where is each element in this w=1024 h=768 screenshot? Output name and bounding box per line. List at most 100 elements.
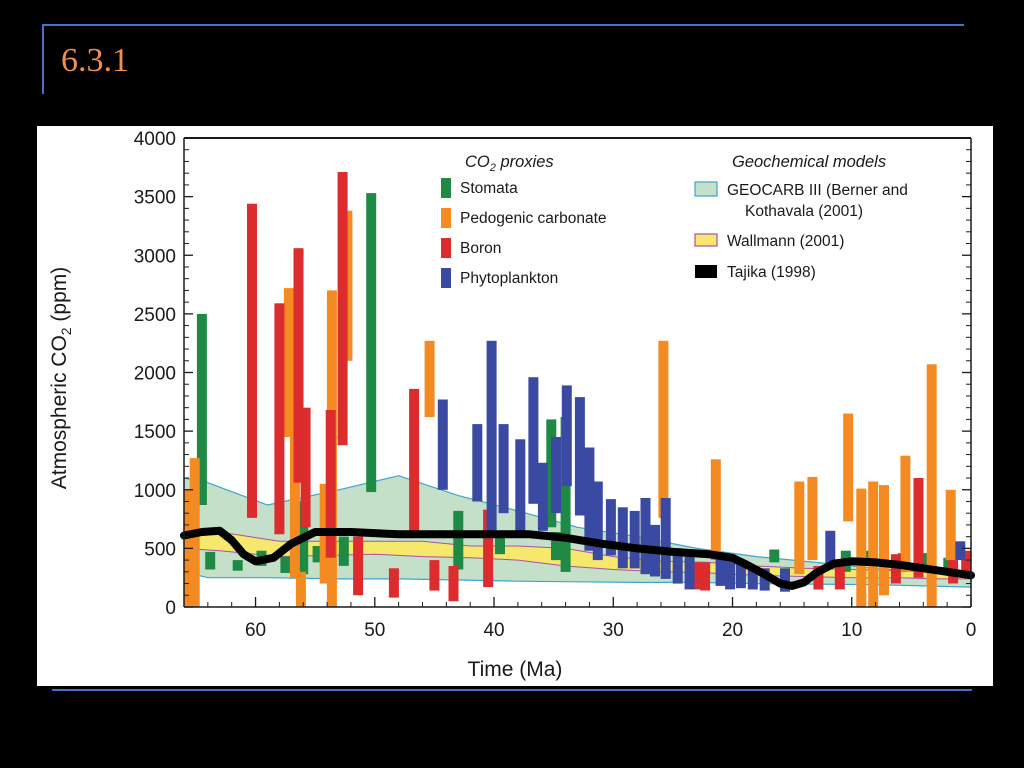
slide-bottom-rule (52, 689, 972, 691)
proxy-bar-boron (834, 560, 845, 590)
proxy-bar-pedogenic-carbonate (794, 481, 805, 575)
y-tick-label: 500 (144, 539, 176, 560)
proxy-bar-pedogenic-carbonate (926, 364, 937, 607)
legend-label-pedogenic-carbonate: Pedogenic carbonate (460, 210, 607, 227)
chart-panel: 0 500 1000 1500 2000 2500 3000 3500 4000 60 50 40 30… (37, 126, 993, 686)
proxy-bar-stomata (560, 417, 571, 572)
legend-proxies-heading: CO2 proxies (465, 153, 554, 174)
proxy-bar-pedogenic-carbonate (843, 413, 854, 522)
slide-top-rule (42, 24, 964, 26)
proxy-bar-pedogenic-carbonate (945, 489, 956, 561)
legend-label-phytoplankton: Phytoplankton (460, 270, 558, 287)
y-tick-label: 2000 (134, 364, 176, 385)
legend-swatch-geocarb (694, 181, 718, 197)
proxy-bar-stomata (920, 553, 931, 570)
proxy-bar-pedogenic-carbonate (856, 488, 867, 607)
proxy-bar-phytoplankton (561, 385, 572, 487)
proxy-bar-boron (325, 410, 336, 558)
proxy-bar-boron (691, 562, 702, 590)
proxy-bar-phytoplankton (498, 424, 509, 514)
legend-swatch-stomata (441, 178, 451, 198)
proxy-bar-stomata (196, 313, 207, 505)
proxy-bar-phytoplankton (551, 437, 561, 514)
proxy-bar-stomata (769, 549, 780, 563)
legend-swatch-phytoplankton (441, 268, 451, 288)
proxy-bar-phytoplankton (780, 568, 790, 592)
proxy-bar-stomata (280, 556, 291, 573)
proxy-bar-stomata (312, 546, 323, 563)
proxy-bar-boron (274, 303, 285, 535)
proxy-bar-phytoplankton (660, 498, 671, 579)
tajika-curve (180, 526, 975, 590)
proxy-bar-phytoplankton (955, 541, 966, 561)
proxy-bar-boron (448, 566, 459, 602)
y-tick-label: 3500 (134, 188, 176, 209)
x-tick-label: 50 (364, 620, 385, 641)
x-tick-label: 0 (966, 620, 977, 641)
x-tick-label: 30 (603, 620, 624, 641)
legend-swatch-pedogenic-carbonate (441, 208, 451, 228)
proxy-bar-boron (700, 562, 711, 591)
proxy-bar-stomata (551, 532, 561, 561)
proxy-bar-stomata (232, 560, 243, 571)
proxy-bar-boron (293, 248, 304, 483)
legend-swatch-wallmann (694, 233, 718, 247)
proxy-bar-phytoplankton (672, 548, 683, 584)
legend-label-tajika: Tajika (1998) (727, 264, 816, 281)
proxy-bar-boron (961, 550, 972, 578)
legend-models-heading: Geochemical models (732, 153, 886, 171)
proxy-bar-boron (409, 388, 420, 537)
y-tick-label: 4000 (134, 129, 176, 150)
proxy-bar-phytoplankton (629, 510, 640, 569)
y-tick-label: 3000 (134, 246, 176, 267)
proxy-bar-phytoplankton (437, 399, 448, 490)
slide-title: 6.3.1 (61, 42, 129, 79)
proxy-bar-pedogenic-carbonate (658, 340, 669, 518)
x-tick-label: 60 (245, 620, 266, 641)
x-tick-label: 40 (483, 620, 504, 641)
proxy-bar-boron (813, 566, 824, 590)
proxy-bar-phytoplankton (715, 554, 726, 586)
proxy-bar-boron (483, 509, 494, 588)
y-tick-label: 2500 (134, 305, 176, 326)
x-tick-label: 10 (841, 620, 862, 641)
proxy-bar-phytoplankton (592, 481, 603, 561)
y-tick-label: 1000 (134, 481, 176, 502)
legend-label-stomata: Stomata (460, 180, 518, 197)
proxy-bar-phytoplankton (486, 340, 497, 537)
proxy-bar-pedogenic-carbonate (879, 485, 889, 596)
proxy-bar-phytoplankton (515, 439, 526, 531)
proxy-bar-pedogenic-carbonate (807, 476, 818, 561)
x-tick-label: 20 (722, 620, 743, 641)
proxy-bar-phytoplankton (825, 530, 836, 566)
proxy-bar-pedogenic-carbonate (295, 571, 306, 607)
proxy-bar-phytoplankton (759, 568, 770, 591)
proxy-bar-pedogenic-carbonate (868, 481, 879, 607)
proxy-bar-phytoplankton (574, 397, 585, 516)
legend-label-geocarb: GEOCARB III (Berner and (727, 182, 908, 199)
proxy-bar-stomata (366, 193, 377, 493)
proxy-bar-boron (388, 568, 399, 598)
proxy-bar-pedogenic-carbonate (283, 288, 294, 437)
proxy-bar-phytoplankton (725, 560, 736, 590)
co2-chart: 0 500 1000 1500 2000 2500 3000 3500 4000 60 50 40 30… (48, 129, 977, 681)
proxy-bar-boron (247, 203, 257, 518)
proxy-bar-stomata (338, 536, 349, 566)
x-axis-title: Time (Ma) (468, 658, 563, 681)
proxy-bar-boron (337, 172, 348, 446)
proxy-bar-phytoplankton (735, 562, 746, 589)
proxy-bar-phytoplankton (684, 554, 695, 590)
legend-label-wallmann: Wallmann (2001) (727, 233, 844, 250)
proxy-bar-boron (353, 536, 364, 596)
proxy-bar-pedogenic-carbonate (900, 455, 911, 572)
y-tick-label: 0 (165, 598, 176, 619)
legend-swatch-boron (441, 238, 451, 258)
proxy-bar-phytoplankton (584, 447, 595, 551)
proxy-bar-boron (913, 478, 924, 578)
proxy-bar-phytoplankton (537, 462, 548, 531)
proxy-bar-boron (429, 560, 440, 591)
proxy-bar-stomata (453, 510, 464, 570)
proxy-bar-phytoplankton (528, 377, 539, 504)
legend-swatch-tajika (695, 265, 717, 278)
proxy-bar-pedogenic-carbonate (424, 340, 435, 417)
